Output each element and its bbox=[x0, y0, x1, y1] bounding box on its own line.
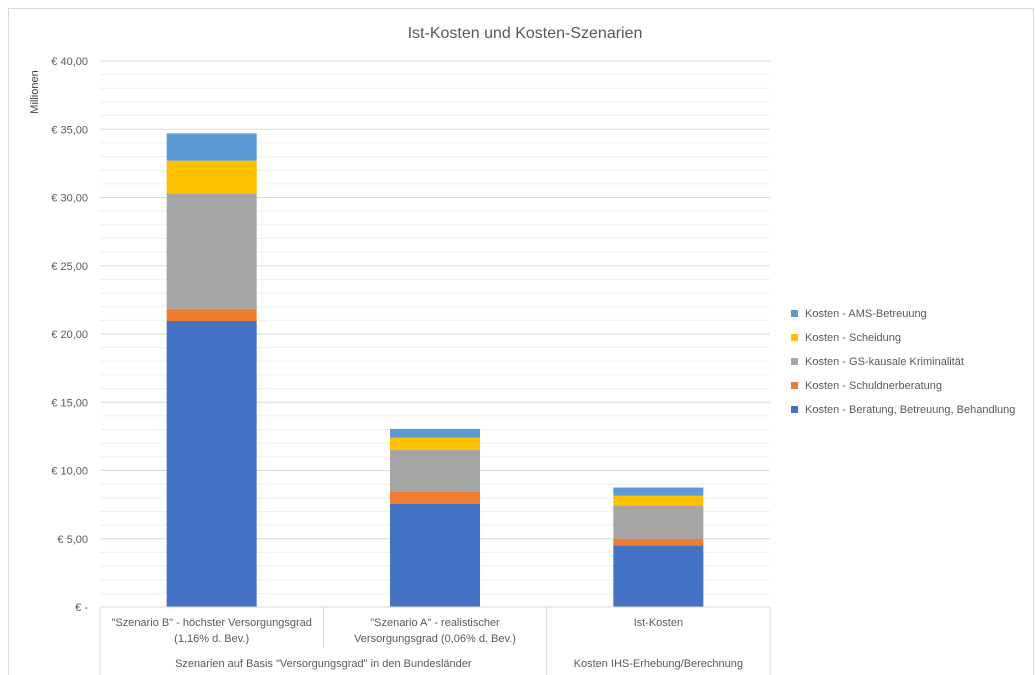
bar-segment bbox=[613, 538, 704, 546]
legend-entry: Kosten - Scheidung bbox=[805, 332, 901, 344]
bar-segment bbox=[613, 505, 704, 539]
category-label: "Szenario B" - höchster Versorgungsgrad bbox=[111, 617, 311, 629]
legend-entry: Kosten - Beratung, Betreuung, Behandlung bbox=[805, 404, 1015, 416]
legend-swatch bbox=[791, 310, 798, 317]
legend-layer: Kosten - AMS-Betreuung Kosten - Scheidung… bbox=[791, 308, 1015, 416]
legend-entry: Kosten - AMS-Betreuung bbox=[805, 308, 927, 320]
bar-segment bbox=[390, 437, 480, 451]
y-axis-title: Millionen bbox=[29, 70, 41, 113]
y-tick-label: € 20,00 bbox=[51, 329, 88, 341]
bar-segment bbox=[613, 545, 704, 607]
y-tick-label: € 5,00 bbox=[57, 534, 88, 546]
bar-segment bbox=[166, 160, 257, 194]
chart-frame bbox=[8, 8, 1034, 675]
y-tick-label: € 10,00 bbox=[51, 466, 88, 478]
legend-swatch bbox=[791, 334, 798, 341]
legend-swatch bbox=[791, 358, 798, 365]
y-tick-label: € 40,00 bbox=[51, 56, 88, 68]
bar-segment bbox=[166, 321, 257, 607]
category-group-label: Szenarien auf Basis "Versorgungsgrad" in… bbox=[175, 658, 472, 670]
bar-segment bbox=[613, 487, 704, 496]
legend-swatch bbox=[791, 382, 798, 389]
bar-segment bbox=[166, 308, 257, 322]
chart-title: Ist-Kosten und Kosten-Szenarien bbox=[408, 25, 643, 42]
legend-entry: Kosten - Schuldnerberatung bbox=[805, 380, 942, 392]
axis-layer: € - € 5,00 € 10,00 € 15,00 € 20,00 € 25,00 € 3… bbox=[51, 56, 771, 675]
legend-swatch bbox=[791, 406, 798, 413]
bar-segment bbox=[390, 450, 480, 492]
bar-segment bbox=[166, 133, 257, 161]
bars-layer bbox=[166, 133, 704, 607]
category-group-label: Kosten IHS-Erhebung/Berechnung bbox=[574, 658, 743, 670]
bar-segment bbox=[390, 491, 480, 504]
bar-segment bbox=[613, 495, 704, 506]
category-label: "Szenario A" - realistischer bbox=[370, 617, 500, 629]
y-tick-label: € 35,00 bbox=[51, 124, 88, 136]
y-tick-label: € 15,00 bbox=[51, 397, 88, 409]
y-tick-label: € - bbox=[75, 602, 88, 614]
bar-segment bbox=[390, 428, 480, 438]
category-label: Ist-Kosten bbox=[634, 617, 684, 629]
y-tick-label: € 30,00 bbox=[51, 193, 88, 205]
bar-segment bbox=[390, 503, 480, 607]
category-label: Versorgungsgrad (0,06% d. Bev.) bbox=[354, 633, 516, 645]
category-label: (1,16% d. Bev.) bbox=[174, 633, 249, 645]
y-tick-label: € 25,00 bbox=[51, 261, 88, 273]
bar-segment bbox=[166, 193, 257, 309]
legend-entry: Kosten - GS-kausale Kriminalität bbox=[805, 356, 964, 368]
